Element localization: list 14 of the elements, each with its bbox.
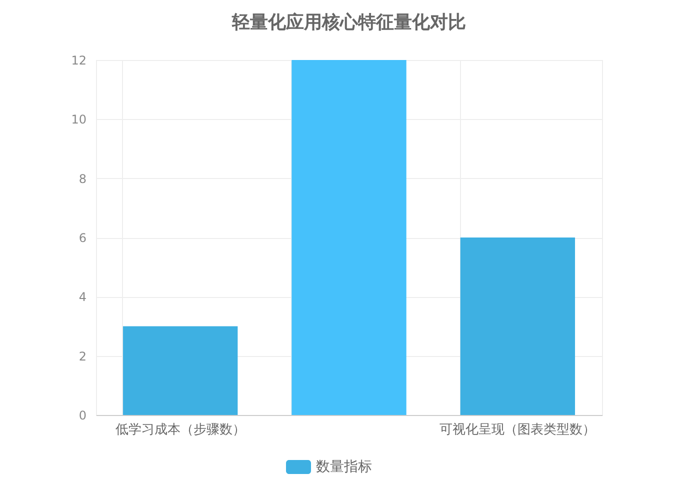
bar	[122, 326, 238, 415]
bar	[292, 60, 406, 415]
y-tick-label: 4	[78, 290, 86, 304]
chart-title: 轻量化应用核心特征量化对比	[231, 12, 466, 33]
y-tick-label: 10	[71, 112, 86, 127]
y-tick-label: 6	[78, 231, 86, 245]
y-tick-label: 2	[78, 349, 86, 364]
y-tick-label: 0	[78, 408, 86, 422]
y-tick-label: 8	[78, 172, 86, 186]
x-tick-label: 可视化呈现（图表类型数）	[440, 422, 596, 438]
x-tick-label: 低学习成本（步骤数）	[115, 422, 246, 438]
y-tick-label: 12	[71, 54, 86, 68]
bar	[460, 238, 576, 415]
legend-label: 数量指标	[316, 459, 372, 475]
